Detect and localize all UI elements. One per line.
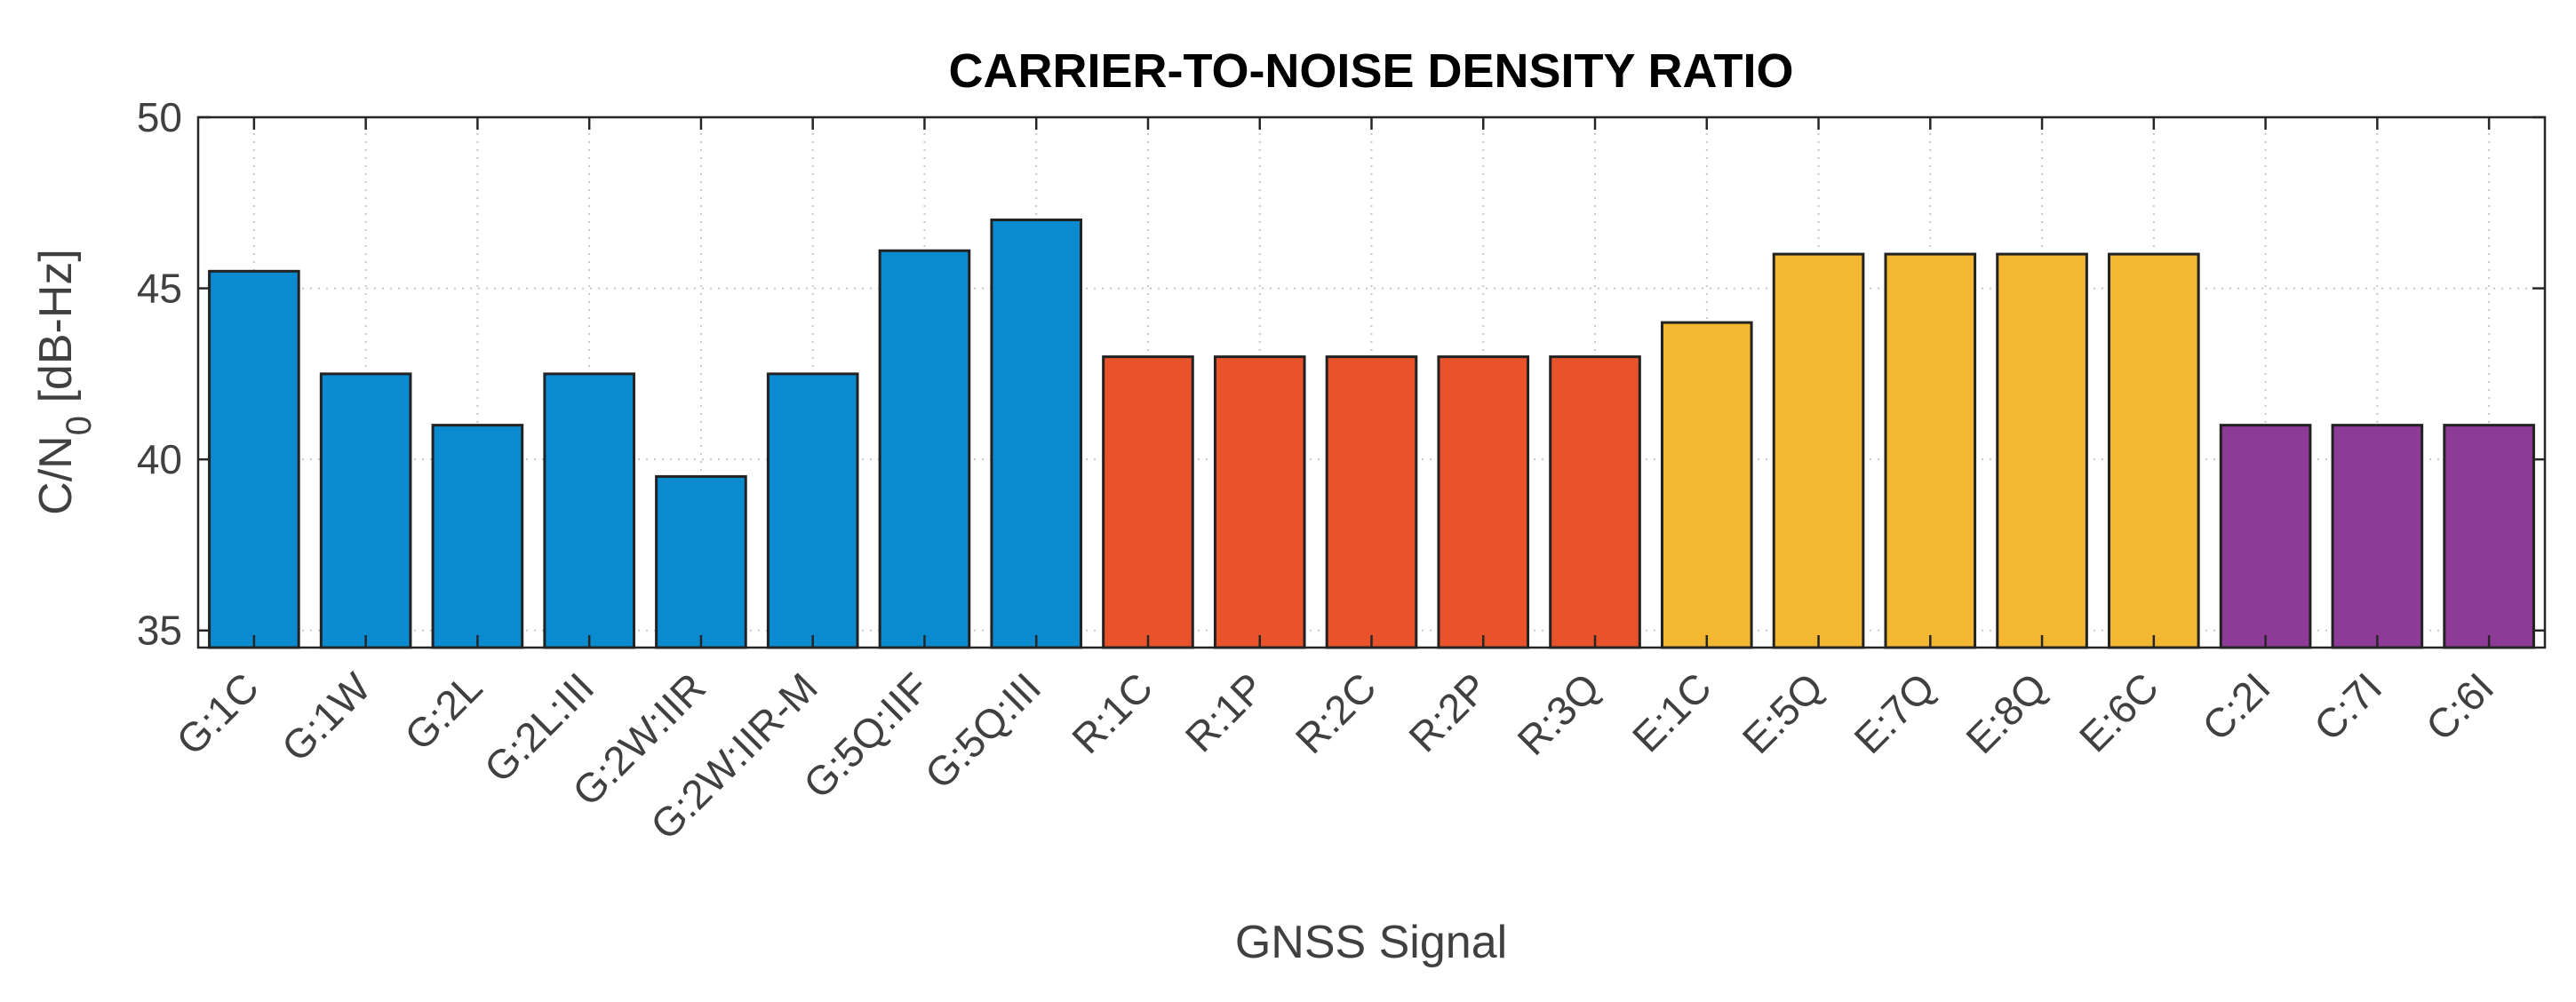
x-tick-label: R:2P (1400, 664, 1496, 760)
bar-g-1w (319, 372, 412, 649)
bar-g-5q-iii (990, 219, 1083, 649)
x-tick-label: G:5Q:IIF (794, 664, 937, 807)
x-tick-label: G:1C (167, 664, 267, 764)
x-tick-label: E:5Q (1734, 664, 1832, 762)
y-axis-label-subscript: 0 (60, 416, 99, 435)
bars (208, 219, 2535, 649)
bar-e-8q (1996, 252, 2088, 649)
bar-c-2i (2219, 424, 2312, 649)
x-tick-label: G:2L (395, 664, 490, 759)
x-axis-label: GNSS Signal (1235, 917, 1507, 968)
bar-r-1p (1213, 355, 1306, 649)
x-tick-label: C:7I (2305, 664, 2390, 749)
bar-r-2c (1325, 355, 1418, 649)
bar-e-1c (1660, 321, 1753, 649)
bar-e-7q (1884, 252, 1977, 649)
x-tick-label: E:6C (2070, 664, 2167, 760)
bar-g-1c (208, 269, 300, 649)
bar-g-2w-iir (655, 474, 747, 649)
y-axis-label: C/N0 [dB-Hz] (30, 249, 99, 515)
x-tick-label: R:1C (1063, 664, 1161, 762)
x-tick-label: G:1W (273, 664, 379, 770)
x-tick-label: R:1P (1176, 664, 1273, 760)
bar-r-1c (1102, 355, 1194, 649)
x-tick-label: R:2C (1287, 664, 1385, 762)
x-tick-label: E:8Q (1957, 664, 2055, 762)
bar-e-6c (2108, 252, 2200, 649)
bar-c-6i (2443, 424, 2535, 649)
x-tick-label: C:2I (2193, 664, 2278, 749)
bar-r-2p (1437, 355, 1530, 649)
bar-g-2l-iii (543, 372, 635, 649)
y-tick-label: 45 (137, 266, 182, 312)
bar-g-2w-iir-m (766, 372, 859, 649)
x-tick-label: E:1C (1623, 664, 1720, 760)
chart-title: CARRIER-TO-NOISE DENSITY RATIO (948, 44, 1793, 98)
bar-e-5q (1772, 252, 1865, 649)
y-tick-label: 40 (137, 436, 182, 482)
x-tick-label: G:5Q:III (916, 664, 1050, 798)
y-axis-label-unit: [dB-Hz] (30, 249, 82, 416)
x-tick-label: R:3Q (1508, 664, 1608, 764)
bar-g-5q-iif (878, 249, 971, 649)
bar-g-2l (431, 424, 524, 649)
x-tick-label: E:7Q (1845, 664, 1943, 762)
y-ticks: 35 40 45 50 (137, 94, 2545, 654)
bar-r-3q (1549, 355, 1641, 649)
y-tick-label: 50 (137, 94, 182, 140)
y-axis-label-main: C/N (30, 435, 82, 515)
y-tick-label: 35 (137, 608, 182, 654)
bar-c-7i (2331, 424, 2424, 649)
x-tick-label: C:6I (2417, 664, 2502, 749)
